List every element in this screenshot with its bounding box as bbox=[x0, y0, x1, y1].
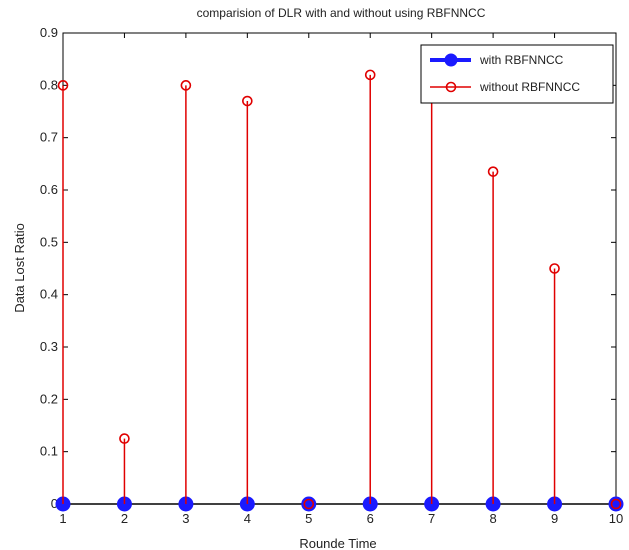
y-tick-label: 0.9 bbox=[40, 25, 58, 40]
marker-without-rbfnncc bbox=[57, 80, 69, 91]
y-tick-label: 0.5 bbox=[40, 234, 58, 249]
x-axis-ticks: 1 2 3 4 5 6 7 8 9 10 bbox=[59, 33, 623, 526]
x-tick-label: 8 bbox=[489, 511, 496, 526]
x-tick-label: 2 bbox=[121, 511, 128, 526]
plot-area bbox=[62, 32, 617, 505]
x-tick-label: 9 bbox=[551, 511, 558, 526]
legend-label-without: without RBFNNCC bbox=[479, 80, 580, 94]
y-tick-label: 0.6 bbox=[40, 182, 58, 197]
data-stems bbox=[55, 69, 624, 512]
marker-without-rbfnncc bbox=[487, 166, 499, 177]
x-tick-label: 4 bbox=[244, 511, 251, 526]
y-tick-label: 0.8 bbox=[40, 77, 58, 92]
legend-marker-with bbox=[444, 53, 458, 67]
x-tick-label: 3 bbox=[182, 511, 189, 526]
marker-without-rbfnncc bbox=[549, 263, 560, 274]
legend-label-with: with RBFNNCC bbox=[479, 53, 564, 67]
legend-marker-without bbox=[445, 81, 457, 93]
marker-without-rbfnncc bbox=[180, 80, 192, 91]
y-axis-label: Data Lost Ratio bbox=[12, 223, 27, 313]
x-tick-label: 6 bbox=[367, 511, 374, 526]
x-tick-label: 7 bbox=[428, 511, 435, 526]
y-tick-label: 0.3 bbox=[40, 339, 58, 354]
marker-without-rbfnncc bbox=[303, 498, 315, 510]
x-tick-label: 10 bbox=[609, 511, 623, 526]
y-axis-ticks: 0 0.1 0.2 0.3 0.4 0.5 0.6 0.7 0.8 0.9 bbox=[40, 25, 616, 511]
y-tick-label: 0 bbox=[51, 496, 58, 511]
y-tick-label: 0.2 bbox=[40, 391, 58, 406]
marker-without-rbfnncc bbox=[242, 95, 253, 107]
x-tick-label: 1 bbox=[59, 511, 66, 526]
x-axis-label: Rounde Time bbox=[299, 536, 376, 550]
marker-without-rbfnncc bbox=[364, 69, 376, 81]
y-tick-label: 0.7 bbox=[40, 130, 58, 145]
chart-title: comparision of DLR with and without usin… bbox=[197, 6, 486, 20]
y-tick-label: 0.1 bbox=[40, 444, 58, 459]
y-tick-label: 0.4 bbox=[40, 287, 58, 302]
marker-without-rbfnncc bbox=[610, 498, 622, 510]
marker-without-rbfnncc bbox=[119, 433, 130, 444]
x-tick-label: 5 bbox=[305, 511, 312, 526]
legend: with RBFNNCC without RBFNNCC bbox=[420, 44, 614, 104]
